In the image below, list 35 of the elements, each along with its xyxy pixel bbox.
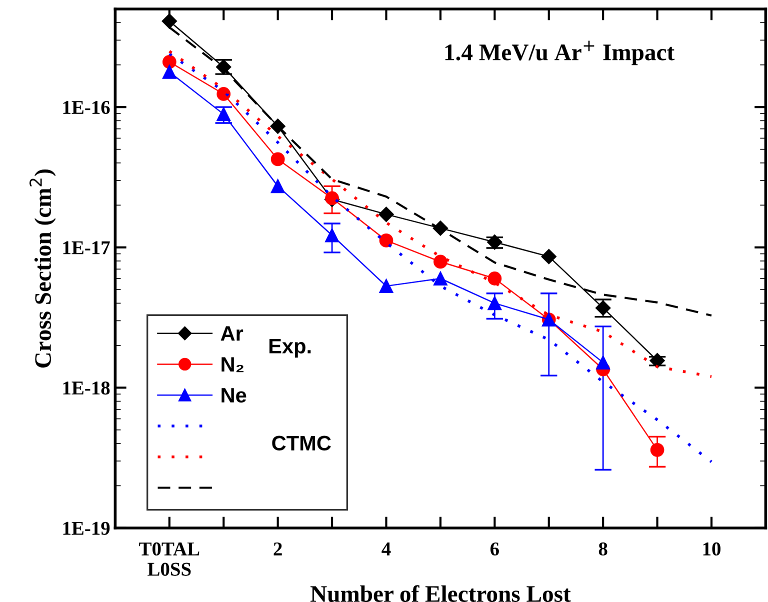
legend-label: Ne bbox=[222, 388, 246, 403]
point bbox=[434, 272, 448, 286]
point bbox=[270, 179, 285, 194]
point bbox=[541, 248, 556, 264]
y-tick-label: 1E-19 bbox=[63, 522, 110, 535]
x-tick-label: 10 bbox=[703, 542, 720, 556]
y-tick-label: 1E-16 bbox=[63, 100, 110, 114]
point bbox=[325, 228, 339, 242]
point bbox=[216, 87, 231, 101]
point bbox=[650, 442, 664, 457]
x-tick-label: 2 bbox=[274, 542, 282, 556]
annotation: Exp. bbox=[269, 338, 311, 358]
point bbox=[379, 279, 394, 293]
point bbox=[379, 234, 394, 248]
point bbox=[162, 14, 177, 29]
x-tick-label: T0TAL L0SS bbox=[139, 542, 200, 576]
point bbox=[162, 65, 176, 79]
point bbox=[488, 272, 502, 286]
annotation: CTMC bbox=[272, 436, 331, 451]
point bbox=[488, 296, 502, 310]
y-tick-label: 1E-18 bbox=[63, 381, 110, 395]
legend-label: N₂ bbox=[222, 357, 244, 372]
point bbox=[596, 356, 610, 370]
x-tick-label: 4 bbox=[382, 542, 391, 556]
legend-label: Ar bbox=[220, 326, 244, 341]
text: 1.4 MeV/u Ar$^{+}$ Impact bbox=[445, 40, 674, 66]
point bbox=[162, 54, 176, 69]
point bbox=[378, 206, 394, 222]
y-axis-title: Cross Section (cm$^{2}$) bbox=[29, 170, 56, 368]
y-tick-label: 1E-17 bbox=[63, 241, 110, 254]
point bbox=[270, 152, 285, 166]
x-tick-label: 6 bbox=[490, 542, 499, 556]
x-tick-label: 8 bbox=[598, 542, 608, 556]
point bbox=[434, 254, 448, 269]
x-axis-title: Number of Electrons Lost bbox=[310, 585, 571, 602]
